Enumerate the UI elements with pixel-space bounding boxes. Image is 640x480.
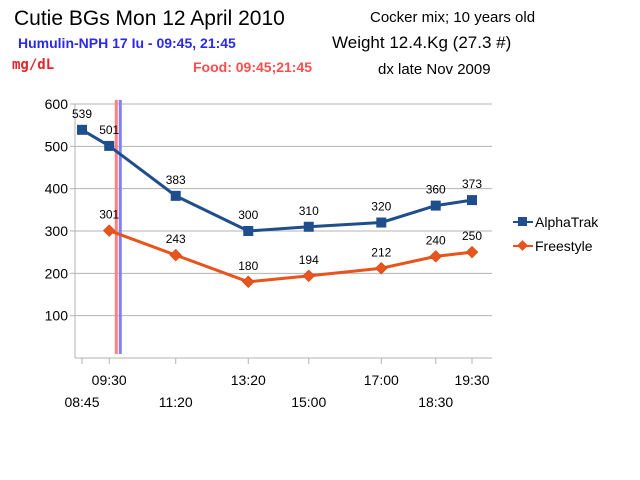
chart-series <box>77 124 479 289</box>
y-tick-label: 100 <box>45 308 69 324</box>
data-point-alphatrak <box>376 217 387 228</box>
series-line-alphatrak <box>81 128 473 233</box>
data-point-alphatrak <box>77 124 87 135</box>
food-info: Food: 09:45;21:45 <box>193 59 313 75</box>
y-axis-unit: mg/dL <box>12 57 55 73</box>
x-tick-label: 19:30 <box>454 372 489 388</box>
x-tick-label: 11:20 <box>159 394 193 410</box>
data-label: 250 <box>462 229 482 243</box>
chart-title: Cutie BGs Mon 12 April 2010 <box>14 7 285 30</box>
data-point-alphatrak <box>243 226 254 236</box>
data-point-freestyle <box>465 245 479 259</box>
data-point-freestyle <box>241 275 255 289</box>
data-label: 240 <box>426 233 446 247</box>
y-tick-label: 200 <box>45 265 69 281</box>
data-point-freestyle <box>374 261 388 275</box>
data-point-alphatrak <box>467 195 477 206</box>
data-label: 301 <box>99 208 119 222</box>
x-tick-label: 13:20 <box>231 372 266 388</box>
diagnosis-info: dx late Nov 2009 <box>378 61 491 78</box>
data-point-freestyle <box>302 269 316 283</box>
data-label: 501 <box>99 123 119 137</box>
data-label: 194 <box>299 253 319 267</box>
data-label: 310 <box>299 204 319 218</box>
data-label: 243 <box>166 232 186 246</box>
legend-marker <box>518 217 527 226</box>
chart-labels: 539 501 383 300 310 320 360 373 301 243 180 194 212 2… <box>72 107 482 273</box>
x-tick-label: 08:45 <box>64 394 99 410</box>
y-tick-label: 600 <box>45 96 69 112</box>
y-tick-label: 300 <box>45 223 69 239</box>
data-point-alphatrak <box>170 190 181 201</box>
data-label: 300 <box>238 208 258 222</box>
series-line-freestyle <box>108 229 473 284</box>
insulin-info: Humulin-NPH 17 Iu - 09:45, 21:45 <box>18 35 236 51</box>
data-label: 539 <box>72 107 92 121</box>
x-tick-label: 15:00 <box>291 394 326 410</box>
data-label: 212 <box>371 245 391 259</box>
data-point-alphatrak <box>430 200 441 211</box>
data-point-alphatrak <box>104 140 115 151</box>
x-tick-label: 18:30 <box>418 394 453 410</box>
data-point-alphatrak <box>303 221 314 232</box>
y-tick-label: 500 <box>45 138 69 154</box>
data-point-freestyle <box>429 250 443 263</box>
chart-axes: 100 200 300 400 500 600 09:30 13:20 17:00 19:30 08… <box>45 96 492 410</box>
legend-label: Freestyle <box>535 238 593 254</box>
data-label: 180 <box>238 259 258 273</box>
data-label: 320 <box>371 200 391 214</box>
weight-info: Weight 12.4.Kg (27.3 #) <box>332 33 512 52</box>
data-label: 373 <box>462 177 482 191</box>
chart-grid <box>75 103 492 317</box>
data-point-freestyle <box>169 248 183 262</box>
data-label: 383 <box>166 173 186 187</box>
dog-description: Cocker mix; 10 years old <box>370 9 536 26</box>
vertical-markers <box>114 100 122 354</box>
x-tick-label: 17:00 <box>364 372 399 388</box>
data-point-freestyle <box>102 224 116 237</box>
legend-label: AlphaTrak <box>535 214 599 230</box>
y-tick-label: 400 <box>45 181 69 197</box>
x-tick-label: 09:30 <box>92 372 127 388</box>
data-label: 360 <box>426 183 446 197</box>
